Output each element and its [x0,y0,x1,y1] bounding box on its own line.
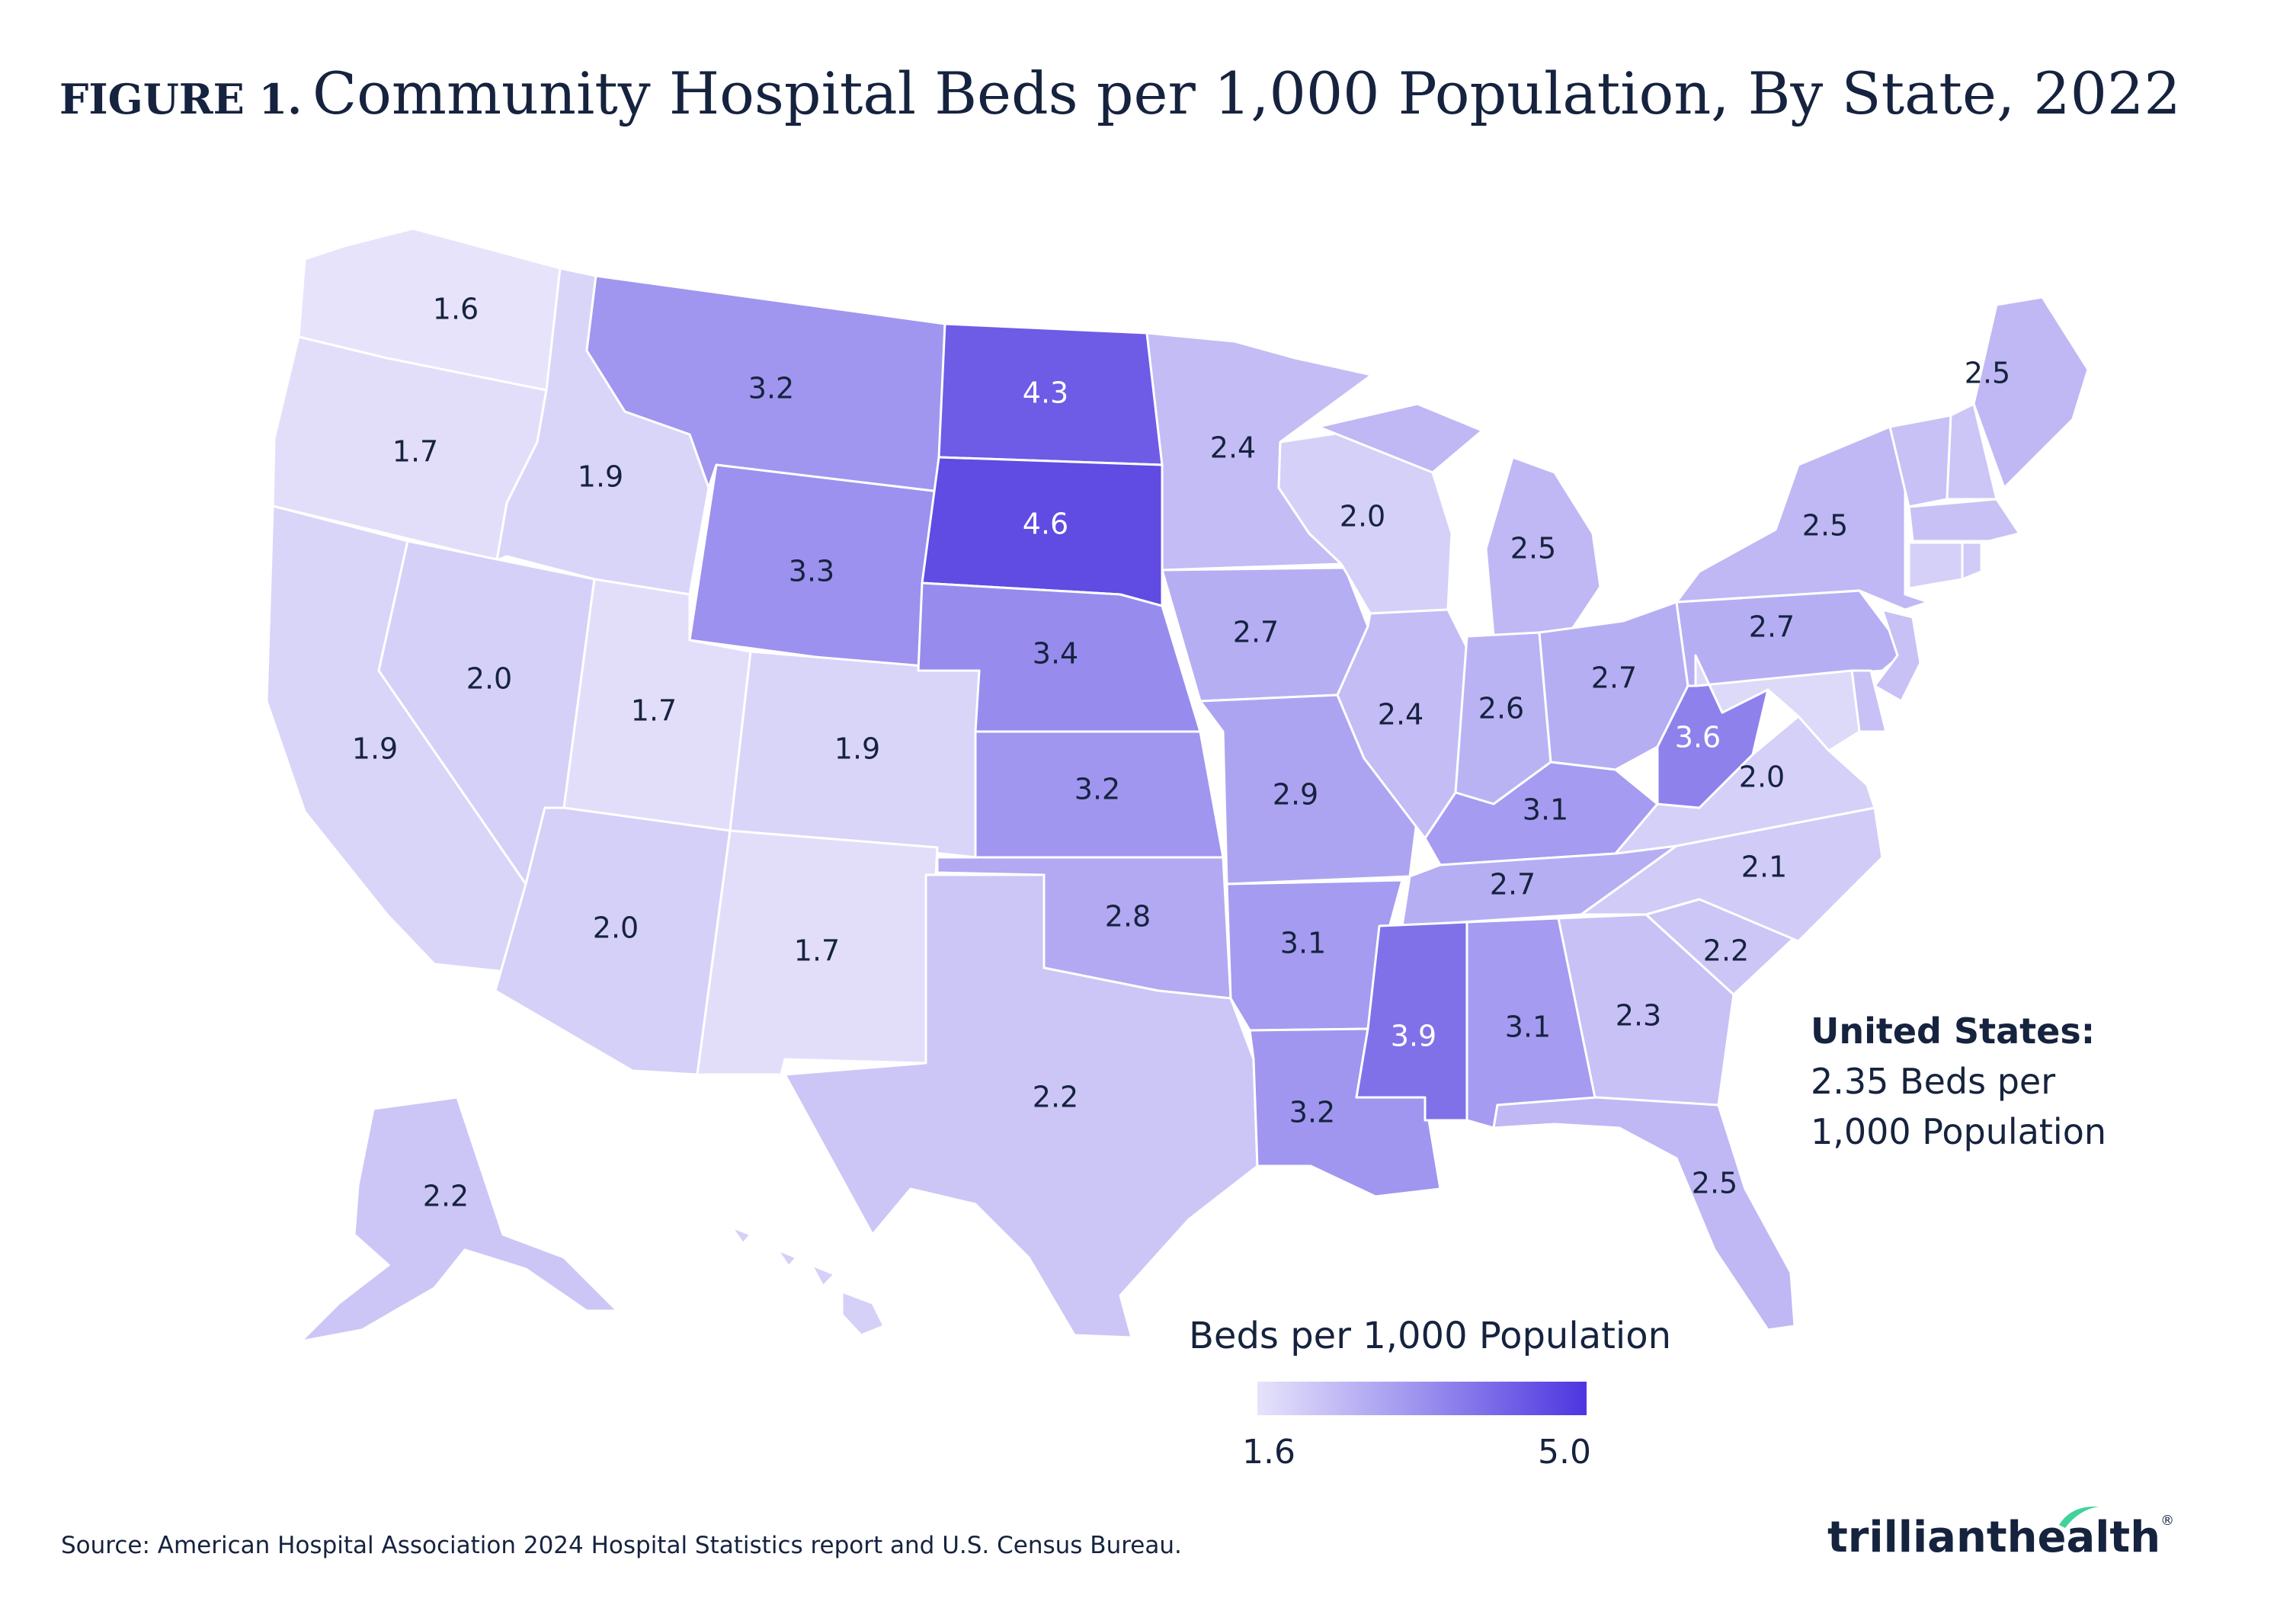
label-me: 2.5 [1965,357,2010,390]
label-in: 2.6 [1478,692,1524,726]
state-ct [1907,541,1964,590]
us-summary-line-1: 2.35 Beds per [1811,1061,2056,1102]
label-sd: 4.6 [1023,508,1068,541]
state-md [1694,654,1861,752]
state-nj [1873,608,1922,703]
legend-title: Beds per 1,000 Population [1189,1315,1672,1357]
label-ca: 1.9 [352,732,398,766]
state-ri [1961,541,1983,581]
label-mo: 2.9 [1273,778,1318,812]
label-ia: 2.7 [1233,616,1279,649]
logo-text-trilliant: trilliant [1827,1513,2007,1562]
label-ne: 3.4 [1033,637,1078,671]
state-mi [1317,402,1602,638]
label-mt: 3.2 [748,372,794,405]
state-fl [1492,1096,1796,1331]
label-oh: 2.7 [1591,661,1637,695]
label-ks: 3.2 [1074,773,1120,806]
state-ny [1675,425,1930,611]
state-ak [299,1096,619,1343]
label-nm: 1.7 [794,934,840,968]
label-mi: 2.5 [1510,532,1556,565]
label-wy: 3.3 [789,555,834,588]
label-wv: 3.6 [1675,721,1721,754]
label-ky: 3.1 [1523,793,1568,827]
label-or: 1.7 [392,435,438,469]
us-summary-heading: United States: [1811,1011,2096,1052]
state-nm [696,829,939,1076]
legend-gradient-bar [1257,1382,1587,1415]
label-ok: 2.8 [1105,900,1151,934]
state-value-labels: 1.6 1.7 1.9 1.9 2.0 3.2 3.3 1.7 1.9 2.0 … [352,293,2010,1213]
us-summary: United States: 2.35 Beds per 1,000 Popul… [1811,1006,2106,1157]
legend-min-label: 1.6 [1242,1433,1295,1472]
label-wi: 2.0 [1340,500,1385,533]
state-me [1972,296,2090,489]
us-summary-line-2: 1,000 Population [1811,1111,2106,1152]
source-note: Source: American Hospital Association 20… [61,1532,1182,1559]
label-la: 3.2 [1289,1096,1335,1129]
logo-text-health: health [2006,1513,2161,1562]
label-nc: 2.1 [1741,850,1787,884]
label-ak: 2.2 [423,1180,469,1213]
label-ga: 2.3 [1616,999,1661,1033]
state-ma [1907,498,2021,543]
logo-swoosh-icon [2059,1506,2099,1528]
label-ny: 2.5 [1802,509,1848,543]
label-fl: 2.5 [1692,1167,1737,1200]
logo-registered-mark: ® [2160,1513,2175,1529]
label-sc: 2.2 [1703,934,1749,968]
legend-max-label: 5.0 [1538,1433,1591,1472]
figure-title-text: Community Hospital Beds per 1,000 Popula… [312,59,2181,127]
trilliant-health-logo: trillianthealth® [1827,1506,2208,1562]
label-tx: 2.2 [1033,1081,1078,1114]
label-al: 3.1 [1505,1011,1551,1044]
label-id: 1.9 [578,460,623,494]
label-az: 2.0 [593,911,639,945]
label-va: 2.0 [1739,761,1785,794]
state-tx [783,873,1259,1339]
figure-title: FIGURE 1. Community Hospital Beds per 1,0… [59,59,2181,127]
label-tn: 2.7 [1490,868,1536,902]
label-nv: 2.0 [466,662,512,696]
label-ar: 3.1 [1280,927,1326,960]
label-ut: 1.7 [631,694,677,728]
label-co: 1.9 [834,732,880,766]
label-ms: 3.9 [1391,1020,1436,1053]
label-nd: 4.3 [1023,376,1068,410]
label-il: 2.4 [1378,698,1424,732]
label-wa: 1.6 [433,293,479,326]
state-hi [730,1225,886,1337]
figure-number: FIGURE 1. [59,75,303,123]
state-shapes [265,227,2090,1343]
label-mn: 2.4 [1210,431,1256,465]
label-pa: 2.7 [1749,610,1795,644]
